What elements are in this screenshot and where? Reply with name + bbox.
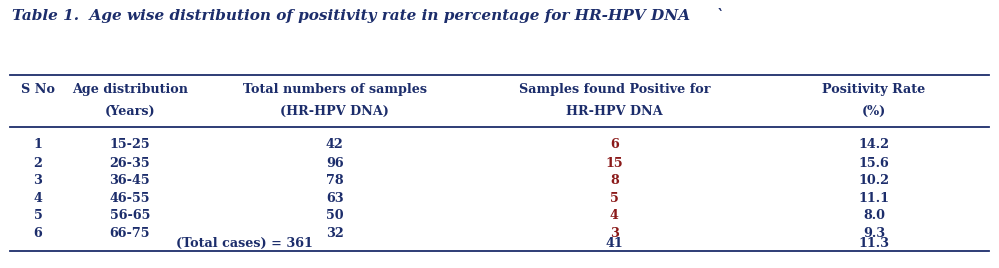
Text: 10.2: 10.2 bbox=[858, 174, 890, 187]
Text: 78: 78 bbox=[326, 174, 344, 187]
Text: (Years): (Years) bbox=[105, 105, 155, 118]
Text: 1: 1 bbox=[34, 138, 42, 151]
Text: 4: 4 bbox=[34, 192, 42, 205]
Text: Positivity Rate: Positivity Rate bbox=[822, 83, 926, 96]
Text: 46-55: 46-55 bbox=[110, 192, 150, 205]
Text: 6: 6 bbox=[610, 138, 618, 151]
Text: Total numbers of samples: Total numbers of samples bbox=[243, 83, 427, 96]
Text: 36-45: 36-45 bbox=[110, 174, 150, 187]
Text: 66-75: 66-75 bbox=[110, 227, 150, 240]
Text: 15-25: 15-25 bbox=[110, 138, 150, 151]
Text: 42: 42 bbox=[326, 138, 344, 151]
Text: Samples found Positive for: Samples found Positive for bbox=[518, 83, 710, 96]
Text: 32: 32 bbox=[326, 227, 344, 240]
Text: 41: 41 bbox=[605, 237, 623, 250]
Text: 15.6: 15.6 bbox=[859, 157, 889, 170]
Text: 3: 3 bbox=[610, 227, 618, 240]
Text: 56-65: 56-65 bbox=[110, 209, 150, 222]
Text: 5: 5 bbox=[610, 192, 618, 205]
Text: 8.0: 8.0 bbox=[863, 209, 885, 222]
Text: 8: 8 bbox=[610, 174, 618, 187]
Text: 50: 50 bbox=[326, 209, 344, 222]
Text: Table 1.  Age wise distribution of positivity rate in percentage for HR-HPV DNA : Table 1. Age wise distribution of positi… bbox=[12, 8, 724, 23]
Text: 26-35: 26-35 bbox=[110, 157, 150, 170]
Text: 15: 15 bbox=[605, 157, 623, 170]
Text: 11.1: 11.1 bbox=[858, 192, 890, 205]
Text: 3: 3 bbox=[34, 174, 42, 187]
Text: 6: 6 bbox=[34, 227, 42, 240]
Text: 2: 2 bbox=[34, 157, 42, 170]
Text: Age distribution: Age distribution bbox=[72, 83, 188, 96]
Text: S No: S No bbox=[21, 83, 55, 96]
Text: 11.3: 11.3 bbox=[858, 237, 890, 250]
Text: 63: 63 bbox=[326, 192, 344, 205]
Text: 14.2: 14.2 bbox=[858, 138, 890, 151]
Text: (%): (%) bbox=[862, 105, 886, 118]
Text: 5: 5 bbox=[34, 209, 42, 222]
Text: HR-HPV DNA: HR-HPV DNA bbox=[566, 105, 662, 118]
Text: 96: 96 bbox=[326, 157, 344, 170]
Text: (HR-HPV DNA): (HR-HPV DNA) bbox=[281, 105, 389, 118]
Text: 4: 4 bbox=[610, 209, 618, 222]
Text: (Total cases) = 361: (Total cases) = 361 bbox=[176, 237, 314, 250]
Text: 9.3: 9.3 bbox=[863, 227, 885, 240]
